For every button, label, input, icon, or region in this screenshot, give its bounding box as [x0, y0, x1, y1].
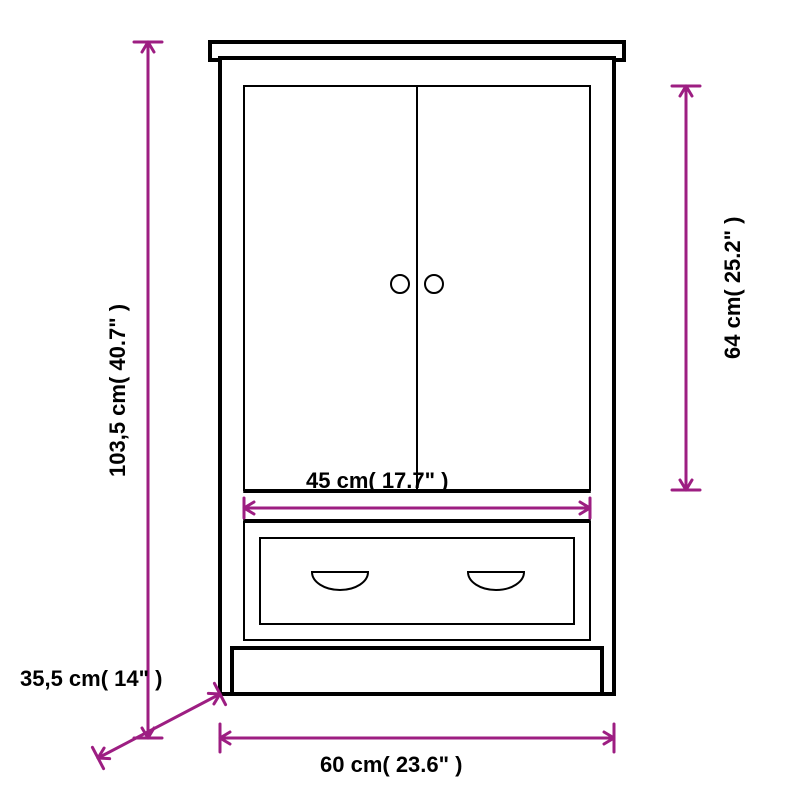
label-door-width: 45 cm( 17.7" )	[306, 468, 449, 494]
label-depth: 35,5 cm( 14" )	[20, 666, 163, 692]
label-total-height: 103,5 cm( 40.7" )	[105, 270, 131, 510]
label-door-height: 64 cm( 25.2" )	[720, 168, 746, 408]
diagram-stage: 103,5 cm( 40.7" ) 64 cm( 25.2" ) 45 cm( …	[0, 0, 800, 800]
label-width: 60 cm( 23.6" )	[320, 752, 463, 778]
